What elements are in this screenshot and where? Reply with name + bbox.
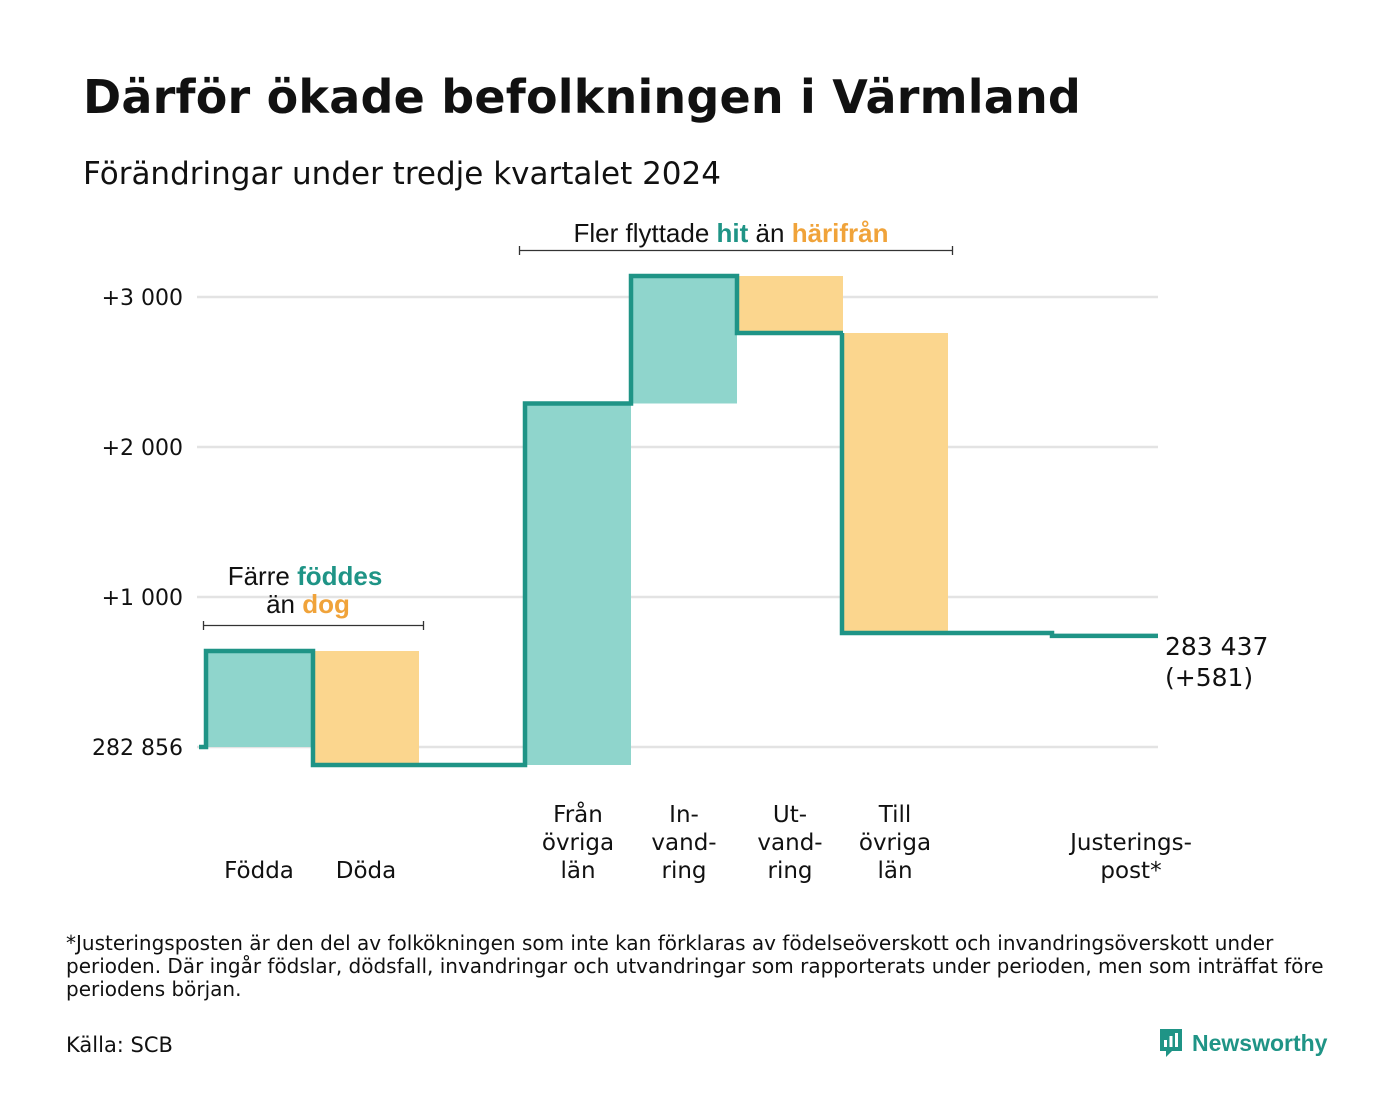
bar-till_ovriga_lan (842, 333, 948, 633)
brand: Newsworthy (1158, 1027, 1327, 1059)
x-label-justeringspost-1: post* (1100, 858, 1161, 884)
x-label-fran_ovriga_lan-0: Från (553, 800, 603, 828)
chart-title: Därför ökade befolkningen i Värmland (83, 70, 1082, 124)
y-tick-label-3: +3 000 (102, 286, 183, 311)
bar-invandring (631, 276, 737, 404)
migration-annotation-text-2: än (756, 218, 785, 248)
migration-annotation-harifran: härifrån (792, 218, 889, 248)
bar-fran_ovriga_lan (525, 403, 631, 765)
end-change-label: (+581) (1165, 663, 1253, 692)
x-label-utvandring-2: ring (767, 858, 812, 884)
x-label-utvandring-1: vand- (757, 830, 822, 856)
footnote: *Justeringsposten är den del av folkökni… (66, 931, 1324, 1001)
y-tick-label-1: +1 000 (102, 586, 183, 611)
bars (206, 276, 948, 765)
end-value-label: 283 437 (1165, 632, 1268, 661)
running-total-path (199, 273, 1158, 768)
births-annotation-line1: Färre föddes (228, 561, 383, 591)
newsworthy-logo-icon (1160, 1029, 1182, 1057)
x-label-invandring-1: vand- (651, 830, 716, 856)
waterfall-chart: 282 856+1 000+2 000+3 000 Födda DödaFrånö… (92, 218, 1268, 884)
births-bracket: Färre föddes än dog (202, 561, 425, 630)
deaths-annotation-highlight: dog (302, 589, 350, 619)
x-label-fodda-0: Födda (224, 858, 294, 884)
x-label-till_ovriga_lan-2: län (877, 858, 912, 884)
migration-annotation-text: Fler flyttade (573, 218, 709, 248)
migration-bracket: Fler flyttade hit än härifrån (518, 218, 954, 255)
bar-doda (313, 651, 419, 765)
migration-annotation: Fler flyttade hit än härifrån (573, 218, 888, 248)
x-label-invandring-2: ring (661, 858, 706, 884)
x-label-doda-0: Döda (336, 858, 396, 884)
bar-fodda (206, 651, 312, 747)
running-total-line (199, 273, 1158, 768)
brand-name: Newsworthy (1192, 1029, 1328, 1056)
x-label-till_ovriga_lan-0: Till (878, 802, 912, 828)
births-annotation-line2: än dog (266, 589, 350, 619)
births-bracket-line (202, 621, 425, 630)
bar-utvandring (737, 276, 843, 333)
migration-annotation-hit: hit (717, 218, 749, 248)
x-label-till_ovriga_lan-1: övriga (859, 830, 931, 856)
x-label-utvandring-0: Ut- (773, 802, 807, 828)
source-label: Källa: SCB (66, 1033, 173, 1057)
y-axis-tick-labels: 282 856 +1 000 +2 000 +3 000 (92, 286, 183, 761)
chart-subtitle: Förändringar under tredje kvartalet 2024 (83, 156, 721, 192)
migration-bracket-line (518, 246, 954, 255)
x-label-fran_ovriga_lan-2: län (560, 858, 595, 884)
births-annotation-text-2: än (266, 589, 295, 619)
births-annotation-highlight: föddes (297, 561, 382, 591)
x-label-fran_ovriga_lan-1: övriga (542, 830, 614, 856)
y-tick-label-2: +2 000 (102, 436, 183, 461)
births-annotation-text: Färre (228, 561, 290, 591)
y-tick-label-0: 282 856 (92, 736, 183, 761)
x-label-justeringspost-0: Justerings- (1068, 830, 1192, 856)
x-axis-category-labels: Födda DödaFrånövrigalänIn-vand-ringUt-van… (224, 800, 1192, 884)
x-label-invandring-0: In- (669, 802, 699, 828)
